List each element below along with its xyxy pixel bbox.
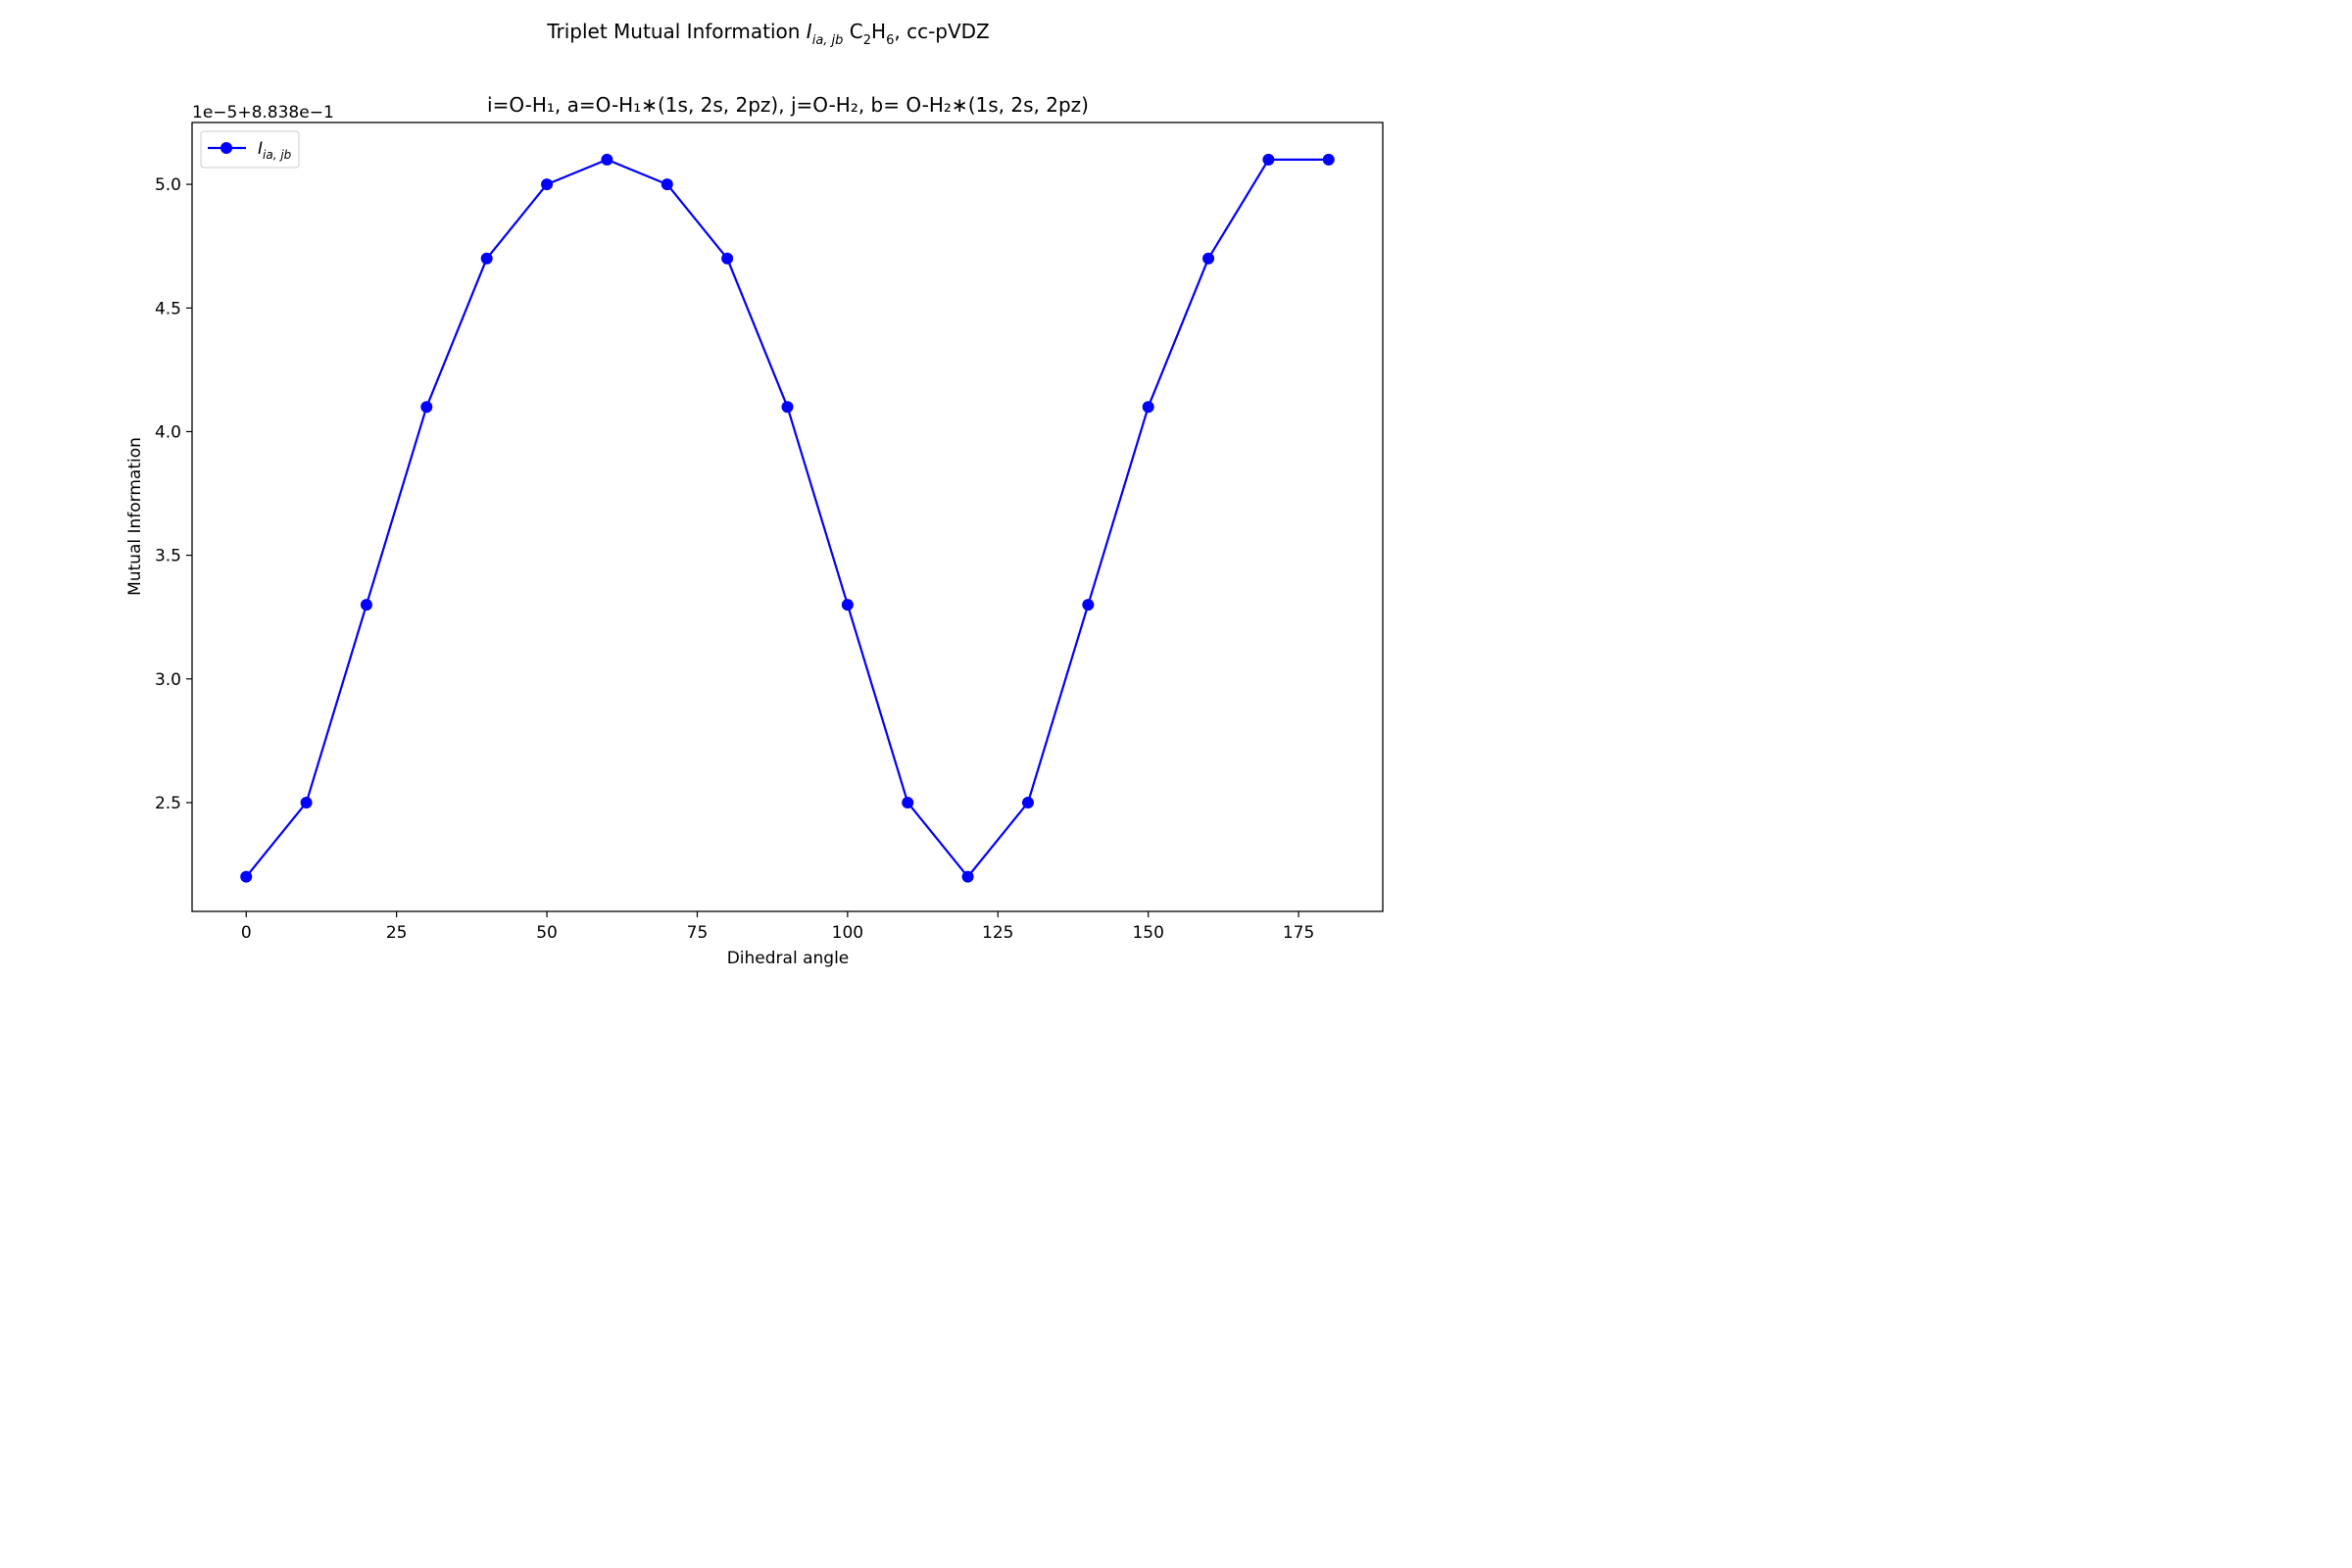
y-offset-text: 1e−5+8.838e−1 [192,103,334,122]
data-point [961,870,974,883]
data-point [661,178,673,191]
data-point [1262,153,1275,166]
x-tick-label: 0 [241,923,252,943]
x-tick-label: 175 [1283,923,1314,943]
data-point [1202,252,1215,265]
data-point [300,796,313,808]
data-point [1021,796,1034,808]
data-point [1142,401,1154,414]
data-point [841,599,854,612]
x-tick-label: 25 [386,923,408,943]
data-point [240,870,253,883]
chart: Triplet Mutual Information Iia, jb C2H6,… [125,20,1384,968]
y-axis-label: Mutual Information [125,437,145,596]
y-tick-label: 2.5 [155,794,181,813]
x-tick-label: 50 [536,923,558,943]
chart-title: i=O-H₁, a=O-H₁∗(1s, 2s, 2pz), j=O-H₂, b=… [487,93,1089,117]
series-layer [240,153,1335,883]
series-line [245,158,1329,878]
x-axis-label: Dihedral angle [727,949,850,968]
legend-box [200,130,300,169]
data-point [1082,599,1095,612]
data-point [601,153,613,166]
y-tick-label: 4.0 [155,422,181,442]
data-point [781,401,794,414]
legend-label: Iia, jb [258,139,292,162]
x-tick-label: 125 [982,923,1013,943]
x-tick-label: 100 [832,923,863,943]
y-tick-label: 3.5 [155,547,181,566]
y-tick-label: 3.0 [155,670,181,690]
data-point [541,178,554,191]
legend-marker [220,142,232,154]
y-axis-ticks: 2.5 3.0 3.5 4.0 4.5 5.0 [155,175,192,813]
y-tick-label: 5.0 [155,175,181,195]
data-point [902,796,914,808]
data-point [1322,153,1335,166]
data-point [480,252,493,265]
data-point [360,599,372,612]
x-tick-label: 75 [687,923,709,943]
data-point [420,401,433,414]
plot-frame [191,122,1384,912]
x-axis-ticks: 0 25 50 75 100 125 150 175 [241,911,1314,943]
chart-suptitle: Triplet Mutual Information Iia, jb C2H6,… [546,20,990,48]
x-tick-label: 150 [1132,923,1163,943]
legend: Iia, jb [200,130,300,169]
y-tick-label: 4.5 [155,299,181,318]
data-point [721,252,734,265]
